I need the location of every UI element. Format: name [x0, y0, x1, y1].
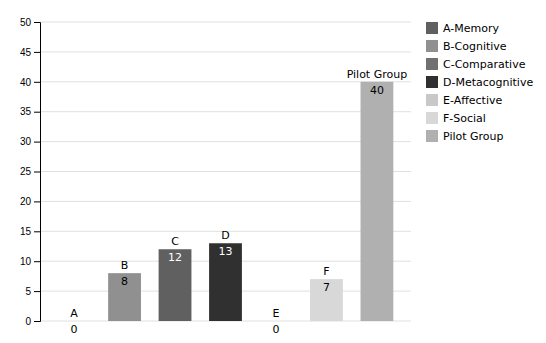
y-tick-mark — [34, 261, 40, 262]
legend-swatch — [426, 130, 438, 142]
y-tick: 20 — [20, 196, 40, 207]
y-tick: 30 — [20, 136, 40, 147]
legend-item: E-Affective — [426, 94, 502, 107]
legend-swatch — [426, 40, 438, 52]
data-label: 8 — [121, 275, 128, 288]
legend-item: B-Cognitive — [426, 40, 507, 53]
bar-labels: A B C D E F Pilot Group 0 8 12 13 0 7 40 — [70, 68, 407, 336]
category-label: A — [70, 307, 78, 320]
y-tick-label: 5 — [25, 286, 31, 297]
bar — [209, 243, 242, 321]
y-tick-label: 15 — [20, 226, 32, 237]
bar — [159, 249, 192, 321]
legend-label: F-Social — [443, 112, 486, 125]
chart: 0 5 10 15 20 25 30 35 40 45 50 A B C D E F Pilot Group 0 8 1… — [0, 0, 546, 343]
y-tick: 5 — [25, 286, 40, 297]
legend-swatch — [426, 112, 438, 124]
grid-line — [40, 81, 411, 82]
legend-label: D-Metacognitive — [443, 76, 533, 89]
plot: 0 5 10 15 20 25 30 35 40 45 50 A B C D E F Pilot Group 0 8 1… — [20, 17, 411, 336]
grid-line — [40, 141, 411, 142]
legend-swatch — [426, 22, 438, 34]
bar — [361, 82, 394, 321]
bar — [260, 321, 293, 322]
y-tick-mark — [34, 172, 40, 173]
legend-item: Pilot Group — [426, 130, 504, 143]
legend-swatch — [426, 58, 438, 70]
y-tick-label: 25 — [20, 166, 32, 177]
y-tick-label: 20 — [20, 196, 32, 207]
bar — [108, 273, 141, 321]
y-tick-label: 35 — [20, 106, 32, 117]
y-tick-label: 10 — [20, 256, 32, 267]
category-label: F — [323, 265, 329, 278]
y-axis-line — [34, 23, 41, 322]
y-axis: 0 5 10 15 20 25 30 35 40 45 50 — [20, 17, 41, 327]
y-tick: 10 — [20, 256, 40, 267]
category-label: C — [171, 235, 179, 248]
data-label: 12 — [168, 251, 182, 264]
bars — [108, 82, 393, 321]
y-tick-mark — [34, 231, 40, 232]
y-tick: 50 — [20, 17, 40, 28]
legend-swatch — [426, 76, 438, 88]
grid-line — [40, 171, 411, 172]
legend-item: F-Social — [426, 112, 486, 125]
category-label: E — [272, 307, 279, 320]
legend-label: A-Memory — [443, 22, 499, 35]
data-label: 40 — [370, 84, 384, 97]
y-tick-mark — [34, 22, 40, 23]
y-tick-label: 40 — [20, 77, 32, 88]
legend-item: D-Metacognitive — [426, 76, 533, 89]
y-tick: 15 — [20, 226, 40, 237]
data-label: 13 — [219, 245, 233, 258]
grid-line — [40, 22, 411, 23]
legend-label: B-Cognitive — [443, 40, 507, 53]
data-label: 0 — [272, 323, 279, 336]
bar — [58, 321, 91, 322]
y-tick: 0 — [25, 316, 40, 327]
y-tick: 45 — [20, 47, 40, 58]
grid-line — [40, 51, 411, 52]
y-tick-mark — [34, 201, 40, 202]
legend-label: C-Comparative — [443, 58, 526, 71]
legend-item: A-Memory — [426, 22, 499, 35]
legend: A-Memory B-Cognitive C-Comparative D-Metaco… — [426, 22, 533, 143]
y-tick-label: 45 — [20, 47, 32, 58]
y-tick-mark — [34, 142, 40, 143]
legend-item: C-Comparative — [426, 58, 526, 71]
grid-line — [40, 111, 411, 112]
legend-label: Pilot Group — [443, 130, 504, 143]
y-tick-label: 0 — [25, 316, 31, 327]
y-tick: 35 — [20, 106, 40, 117]
bar — [310, 279, 343, 321]
category-label: B — [121, 259, 129, 272]
y-tick-mark — [34, 291, 40, 292]
category-label: Pilot Group — [347, 68, 408, 81]
data-label: 7 — [323, 281, 330, 294]
y-tick-mark — [34, 112, 40, 113]
y-tick-label: 50 — [20, 17, 32, 28]
grid-line — [40, 201, 411, 202]
legend-label: E-Affective — [443, 94, 502, 107]
grid — [40, 22, 411, 321]
y-tick-mark — [34, 52, 40, 53]
y-tick-mark — [34, 321, 40, 322]
y-tick: 25 — [20, 166, 40, 177]
y-tick-label: 30 — [20, 136, 32, 147]
y-tick: 40 — [20, 77, 40, 88]
category-label: D — [221, 229, 229, 242]
data-label: 0 — [71, 323, 78, 336]
y-tick-mark — [34, 82, 40, 83]
legend-swatch — [426, 94, 438, 106]
